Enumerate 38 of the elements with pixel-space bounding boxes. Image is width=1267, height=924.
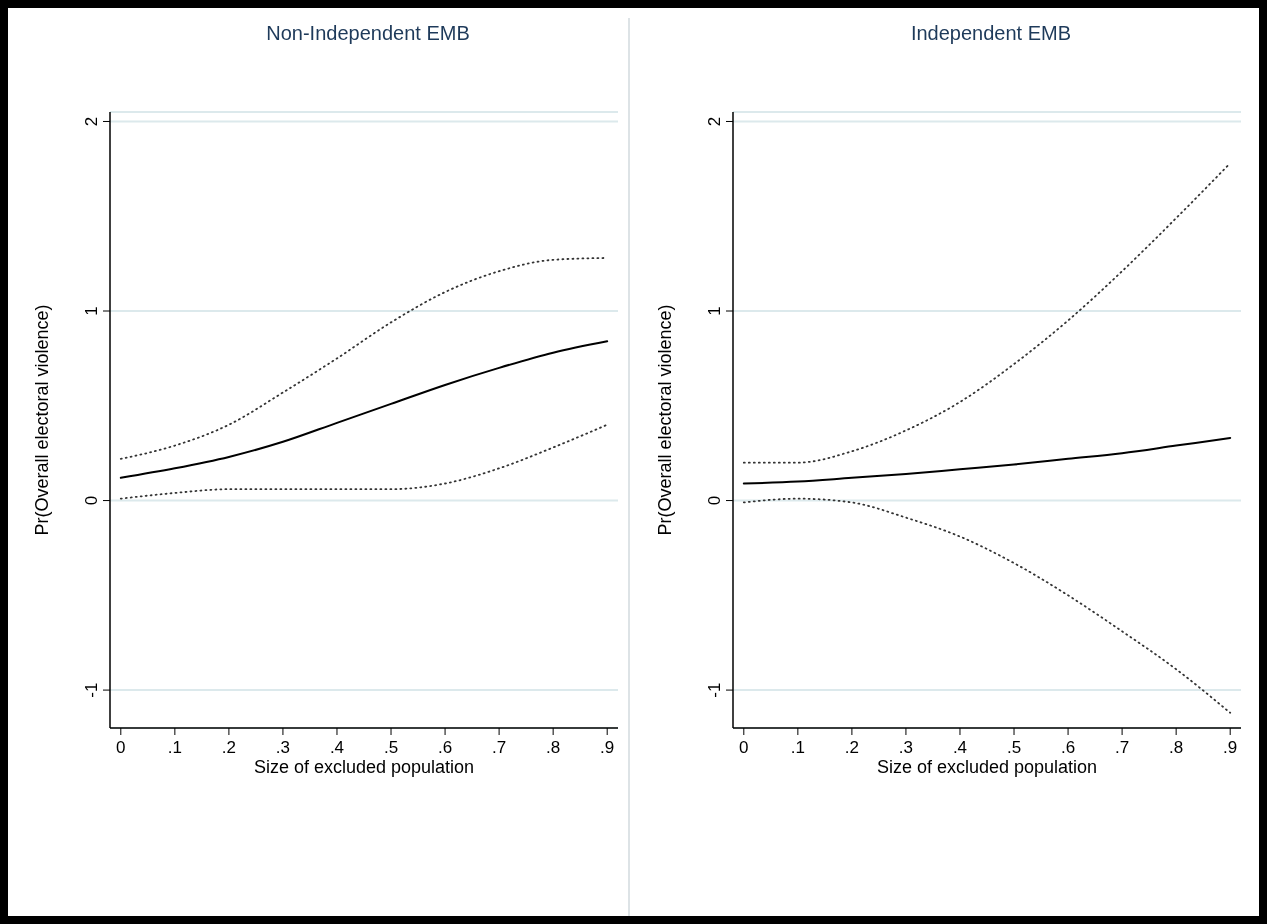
x-tick-label: .9 [1223, 738, 1238, 757]
x-tick-label: 0 [116, 738, 126, 757]
x-axis-title: Size of excluded population [253, 756, 475, 777]
y-tick-label: 2 [705, 116, 724, 127]
x-tick-label: .6 [437, 738, 453, 757]
x-tick-label: .5 [1006, 738, 1022, 757]
x-tick-label: .4 [329, 738, 345, 757]
x-tick-label: .7 [1115, 738, 1130, 757]
y-tick-label: -1 [82, 682, 101, 698]
y-tick-label: 0 [82, 495, 101, 506]
y-tick-label: 1 [705, 306, 724, 316]
y-tick-label: 0 [705, 495, 724, 506]
x-tick-label: .8 [546, 738, 561, 757]
x-tick-label: .6 [1060, 738, 1076, 757]
y-tick-label: -1 [705, 682, 724, 698]
x-tick-label: .1 [167, 738, 182, 757]
y-axis-title: Pr(Overall electoral violence) [655, 304, 676, 536]
line-series [742, 437, 1232, 485]
x-tick-label: .9 [600, 738, 615, 757]
x-tick-label: .8 [1169, 738, 1184, 757]
chart-title: Independent EMB [909, 22, 1073, 45]
x-tick-label: .5 [383, 738, 399, 757]
x-tick-label: .3 [898, 738, 914, 757]
chart-title: Non-Independent EMB [265, 22, 471, 45]
y-tick-label: 1 [82, 306, 101, 316]
line-series [742, 497, 1232, 714]
x-tick-label: .1 [790, 738, 805, 757]
x-tick-label: .3 [275, 738, 291, 757]
x-tick-label: .2 [221, 738, 236, 757]
x-tick-label: .2 [844, 738, 859, 757]
x-axis-title: Size of excluded population [876, 756, 1098, 777]
y-axis-title: Pr(Overall electoral violence) [32, 304, 53, 536]
line-series [119, 340, 609, 479]
x-tick-label: .4 [952, 738, 968, 757]
line-series [119, 423, 609, 500]
x-tick-label: 0 [739, 738, 749, 757]
y-tick-label: 2 [82, 116, 101, 127]
x-tick-label: .7 [492, 738, 507, 757]
